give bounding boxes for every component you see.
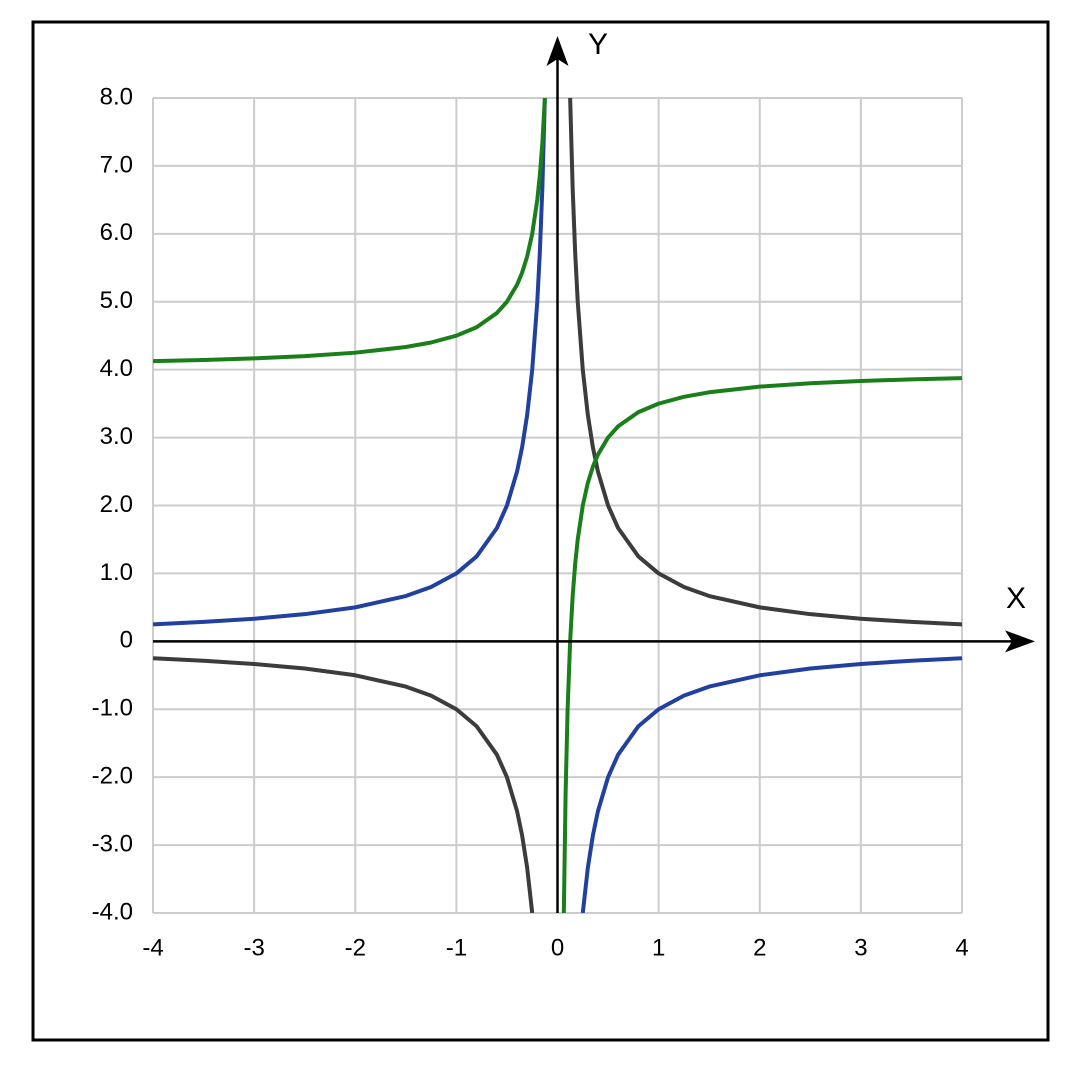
y-tick-label: -3.0: [92, 830, 133, 857]
curve: [153, 98, 962, 913]
x-tick-label: -4: [142, 934, 163, 961]
x-tick-label: 1: [652, 934, 665, 961]
axes: [153, 36, 1035, 913]
y-tick-label: 3.0: [100, 423, 133, 450]
y-tick-label: -1.0: [92, 695, 133, 722]
x-tick-label: 4: [955, 934, 968, 961]
x-tick-label: 0: [551, 934, 564, 961]
x-tick-label: -3: [243, 934, 264, 961]
y-axis-label: Y: [588, 28, 608, 61]
y-tick-label: -4.0: [92, 898, 133, 925]
y-tick-label: 8.0: [100, 83, 133, 110]
x-axis-label: X: [1006, 582, 1026, 615]
y-tick-label: 1.0: [100, 559, 133, 586]
x-tick-label: -1: [446, 934, 467, 961]
y-tick-label: 7.0: [100, 151, 133, 178]
curve: [153, 98, 962, 913]
curve: [153, 98, 962, 913]
y-tick-label: -2.0: [92, 763, 133, 790]
y-axis-arrow: [546, 36, 569, 66]
curves: [153, 98, 962, 913]
y-tick-label: 6.0: [100, 219, 133, 246]
x-axis-arrow: [1005, 630, 1035, 653]
y-tick-label: 4.0: [100, 355, 133, 382]
x-tick-label: 3: [854, 934, 867, 961]
x-tick-label: -2: [345, 934, 366, 961]
y-tick-label: 5.0: [100, 287, 133, 314]
y-tick-label: 2.0: [100, 491, 133, 518]
y-tick-label: 0: [120, 627, 133, 654]
x-tick-label: 2: [753, 934, 766, 961]
